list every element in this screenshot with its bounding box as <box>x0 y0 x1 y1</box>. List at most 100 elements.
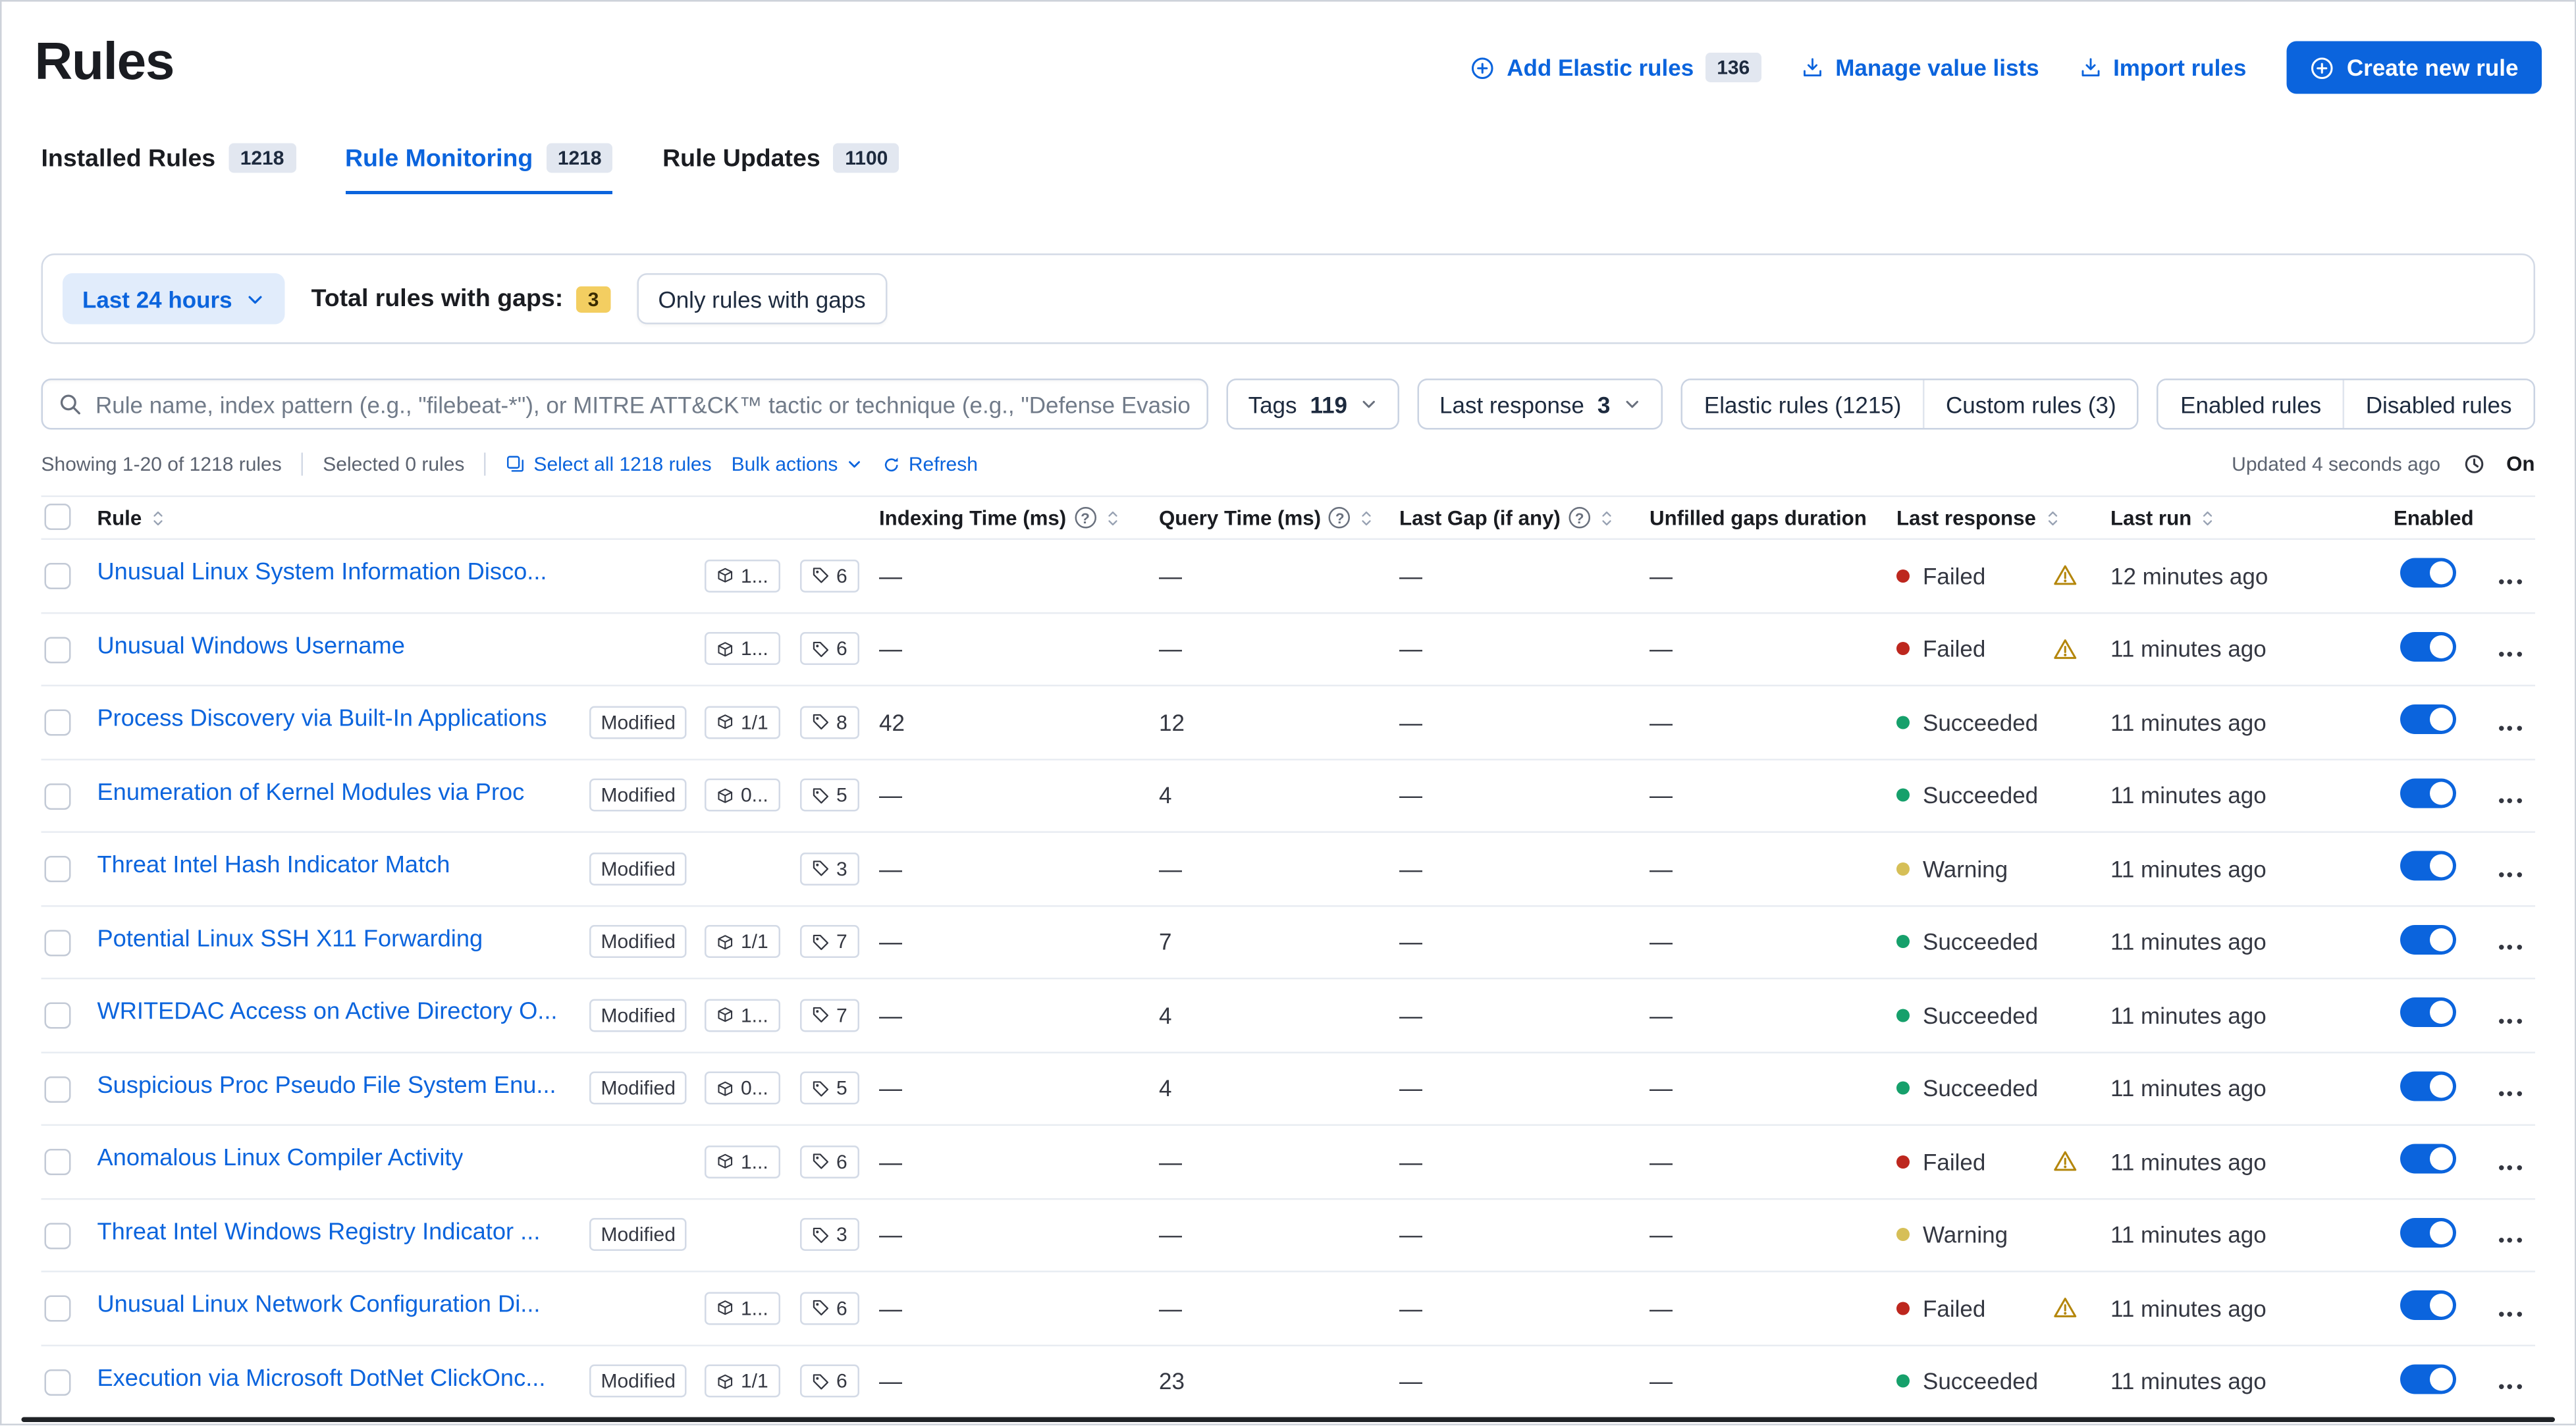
row-actions-button[interactable] <box>2486 1015 2534 1024</box>
enabled-toggle[interactable] <box>2400 1363 2456 1394</box>
enabled-toggle[interactable] <box>2400 778 2456 808</box>
rule-name-link[interactable]: Threat Intel Windows Registry Indicator … <box>97 1219 541 1246</box>
column-header-indexing-time[interactable]: Indexing Time (ms) <box>869 506 1149 529</box>
row-checkbox[interactable] <box>44 1296 71 1323</box>
row-checkbox[interactable] <box>44 1003 71 1030</box>
row-checkbox[interactable] <box>44 1149 71 1176</box>
integrations-badge[interactable]: 1/1 <box>705 705 780 739</box>
tab-installed-rules[interactable]: Installed Rules 1218 <box>41 143 296 195</box>
custom-rules-filter[interactable]: Custom rules (3) <box>1922 380 2138 428</box>
rule-name-link[interactable]: Suspicious Proc Pseudo File System Enu..… <box>97 1072 556 1099</box>
tags-badge[interactable]: 3 <box>800 852 859 885</box>
row-actions-button[interactable] <box>2486 942 2534 951</box>
row-checkbox[interactable] <box>44 637 71 664</box>
integrations-badge[interactable]: 1... <box>705 998 780 1032</box>
rule-name-link[interactable]: Execution via Microsoft DotNet ClickOnc.… <box>97 1365 546 1392</box>
enabled-toggle[interactable] <box>2400 558 2456 589</box>
create-new-rule-button[interactable]: Create new rule <box>2286 41 2542 94</box>
rule-name-link[interactable]: Unusual Linux System Information Disco..… <box>97 560 547 587</box>
warning-icon[interactable] <box>2053 564 2078 589</box>
row-actions-button[interactable] <box>2486 575 2534 584</box>
warning-icon[interactable] <box>2053 637 2078 662</box>
tags-badge[interactable]: 8 <box>800 705 859 739</box>
column-header-last-gap[interactable]: Last Gap (if any) <box>1389 506 1640 529</box>
row-checkbox[interactable] <box>44 710 71 737</box>
row-actions-button[interactable] <box>2486 722 2534 731</box>
enabled-toggle[interactable] <box>2400 924 2456 955</box>
row-actions-button[interactable] <box>2486 795 2534 804</box>
row-actions-button[interactable] <box>2486 649 2534 658</box>
rule-name-link[interactable]: Potential Linux SSH X11 Forwarding <box>97 926 483 953</box>
tags-badge[interactable]: 3 <box>800 1218 859 1252</box>
tags-badge[interactable]: 6 <box>800 632 859 666</box>
column-header-rule[interactable]: Rule <box>97 506 580 529</box>
integrations-badge[interactable]: 0... <box>705 779 780 812</box>
tags-badge[interactable]: 6 <box>800 1145 859 1178</box>
tags-badge[interactable]: 5 <box>800 1072 859 1105</box>
enabled-toggle[interactable] <box>2400 1290 2456 1321</box>
integrations-badge[interactable]: 0... <box>705 1072 780 1105</box>
row-checkbox[interactable] <box>44 783 71 810</box>
search-input[interactable] <box>41 379 1209 430</box>
time-range-dropdown[interactable]: Last 24 hours <box>63 273 285 325</box>
column-header-query-time[interactable]: Query Time (ms) <box>1149 506 1389 529</box>
auto-refresh-icon[interactable] <box>2463 453 2486 476</box>
row-checkbox[interactable] <box>44 930 71 957</box>
warning-icon[interactable] <box>2053 1296 2078 1321</box>
rule-name-link[interactable]: Anomalous Linux Compiler Activity <box>97 1146 464 1173</box>
row-checkbox[interactable] <box>44 1369 71 1396</box>
integrations-badge[interactable]: 1/1 <box>705 1365 780 1398</box>
rule-name-link[interactable]: Enumeration of Kernel Modules via Proc <box>97 779 525 806</box>
import-rules-link[interactable]: Import rules <box>2079 55 2246 81</box>
row-checkbox[interactable] <box>44 1223 71 1250</box>
warning-icon[interactable] <box>2053 1149 2078 1175</box>
row-actions-button[interactable] <box>2486 1381 2534 1390</box>
row-checkbox[interactable] <box>44 563 71 590</box>
integrations-badge[interactable]: 1... <box>705 632 780 666</box>
manage-value-lists-link[interactable]: Manage value lists <box>1801 55 2039 81</box>
tab-rule-updates[interactable]: Rule Updates 1100 <box>662 143 899 195</box>
row-checkbox[interactable] <box>44 1076 71 1103</box>
integrations-badge[interactable]: 1... <box>705 1291 780 1325</box>
column-header-last-response[interactable]: Last response <box>1887 506 2101 529</box>
tags-badge[interactable]: 5 <box>800 779 859 812</box>
tags-filter-button[interactable]: Tags 119 <box>1227 379 1401 430</box>
rule-name-link[interactable]: Process Discovery via Built-In Applicati… <box>97 706 547 733</box>
integrations-badge[interactable]: 1/1 <box>705 925 780 959</box>
enabled-toggle[interactable] <box>2400 1070 2456 1101</box>
row-actions-button[interactable] <box>2486 1308 2534 1317</box>
enabled-toggle[interactable] <box>2400 997 2456 1028</box>
tags-badge[interactable]: 7 <box>800 998 859 1032</box>
integrations-badge[interactable]: 1... <box>705 1145 780 1178</box>
rule-name-link[interactable]: WRITEDAC Access on Active Directory O... <box>97 999 558 1026</box>
last-response-filter-button[interactable]: Last response 3 <box>1418 379 1663 430</box>
bulk-actions-button[interactable]: Bulk actions <box>732 453 863 476</box>
tags-badge[interactable]: 6 <box>800 1365 859 1398</box>
select-all-rules-link[interactable]: Select all 1218 rules <box>506 453 712 476</box>
enabled-toggle[interactable] <box>2400 1217 2456 1248</box>
row-actions-button[interactable] <box>2486 1161 2534 1170</box>
row-actions-button[interactable] <box>2486 1235 2534 1244</box>
rule-name-link[interactable]: Threat Intel Hash Indicator Match <box>97 853 450 880</box>
row-checkbox[interactable] <box>44 856 71 883</box>
tags-badge[interactable]: 6 <box>800 1291 859 1325</box>
row-actions-button[interactable] <box>2486 1088 2534 1097</box>
enabled-toggle[interactable] <box>2400 1144 2456 1175</box>
rule-name-link[interactable]: Unusual Linux Network Configuration Di..… <box>97 1292 541 1319</box>
integrations-badge[interactable]: 1... <box>705 559 780 593</box>
row-actions-button[interactable] <box>2486 868 2534 877</box>
only-rules-with-gaps-button[interactable]: Only rules with gaps <box>636 273 888 325</box>
enabled-toggle[interactable] <box>2400 704 2456 735</box>
elastic-rules-filter[interactable]: Elastic rules (1215) <box>1682 380 1923 428</box>
horizontal-scrollbar[interactable] <box>21 1417 2555 1423</box>
enabled-rules-filter[interactable]: Enabled rules <box>2159 380 2343 428</box>
enabled-toggle[interactable] <box>2400 631 2456 662</box>
column-header-enabled[interactable]: Enabled <box>2384 506 2482 529</box>
refresh-button[interactable]: Refresh <box>882 453 978 476</box>
select-all-rows-checkbox[interactable] <box>44 504 71 531</box>
add-elastic-rules-link[interactable]: Add Elastic rules 136 <box>1470 53 1761 82</box>
tags-badge[interactable]: 6 <box>800 559 859 593</box>
rule-name-link[interactable]: Unusual Windows Username <box>97 633 405 660</box>
disabled-rules-filter[interactable]: Disabled rules <box>2342 380 2533 428</box>
tab-rule-monitoring[interactable]: Rule Monitoring 1218 <box>344 143 614 194</box>
